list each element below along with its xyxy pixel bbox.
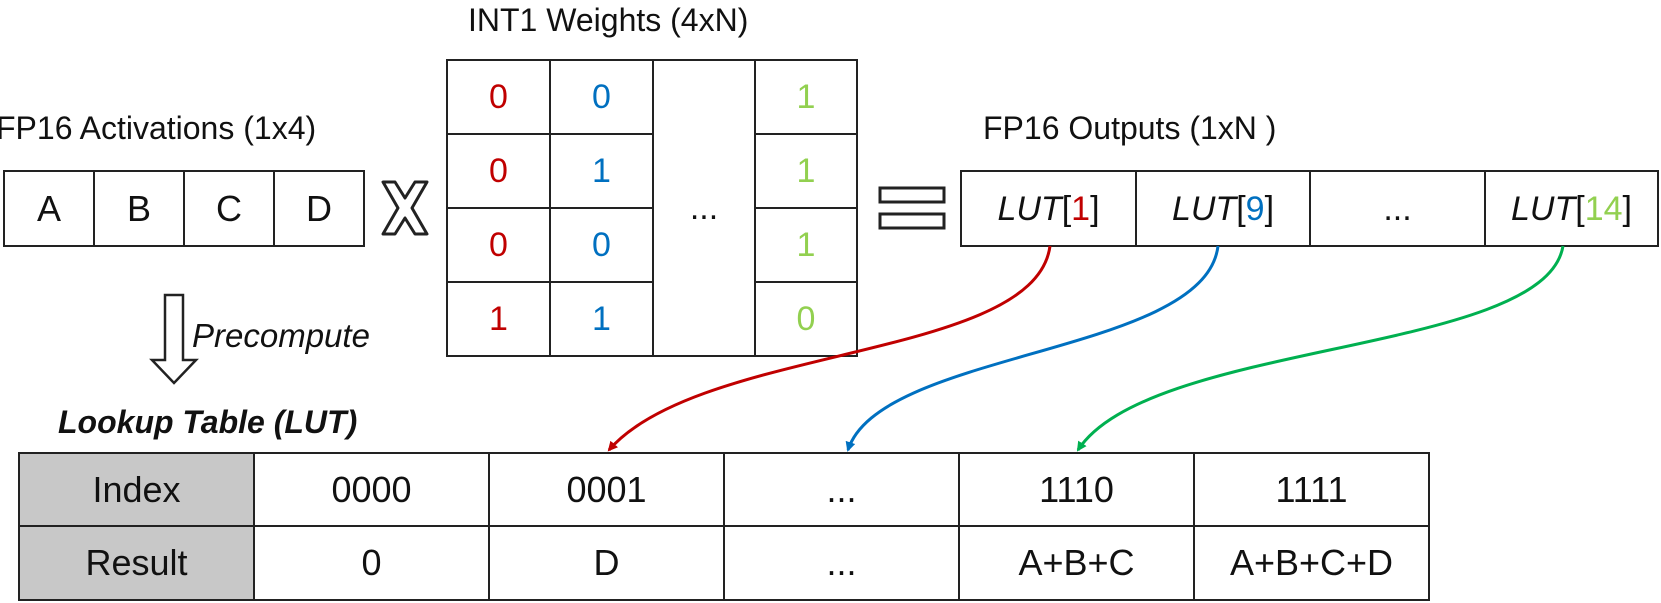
activation-cell: C: [216, 187, 242, 229]
weights-ellipsis: ...: [689, 189, 719, 227]
lut-word: LUT: [1511, 189, 1576, 228]
output-cell-lut-9: LUT[9]: [1171, 189, 1275, 228]
lut-word: LUT: [1171, 189, 1237, 228]
activation-cell: D: [306, 187, 332, 229]
weight-cell: 0: [796, 300, 816, 338]
arrow-lut14-to-1110: [1076, 245, 1565, 452]
weights-title: INT1 Weights (4xN): [468, 2, 749, 38]
weights-grid: [446, 59, 858, 357]
precompute-label: Precompute: [192, 317, 370, 354]
lut-result-cell: D: [593, 542, 620, 583]
lut-result-cell: A+B+C: [1018, 542, 1135, 583]
lut-result-cell: 0: [361, 542, 382, 583]
output-cell-lut-14: LUT[14]: [1511, 189, 1632, 228]
weight-cell: 1: [796, 78, 816, 116]
weight-cell: 1: [796, 152, 816, 190]
arrow-lut9-to-ellipsis: [845, 245, 1220, 452]
lut-index-cell: 1111: [1275, 468, 1348, 510]
lut-word: LUT: [997, 189, 1062, 228]
lut-index-cell: 1110: [1039, 468, 1114, 510]
lut-index-cell: 0000: [331, 468, 412, 510]
output-cell-lut-1: LUT[1]: [997, 189, 1100, 228]
arrow-lut1-to-0001: [607, 245, 1052, 452]
activation-cell: A: [36, 187, 61, 229]
precompute-arrow-icon: [149, 293, 199, 385]
output-ellipsis: ...: [1383, 189, 1412, 228]
outputs-grid: [960, 170, 1659, 247]
weight-cell: 1: [592, 300, 611, 338]
weight-cell: 0: [489, 78, 508, 116]
lut-grid: [18, 452, 1430, 601]
activations-title: FP16 Activations (1x4): [0, 110, 317, 146]
weight-cell: 0: [592, 226, 611, 264]
weight-cell: 0: [489, 152, 508, 190]
lut-table-title: Lookup Table (LUT): [58, 404, 358, 440]
activation-cell: B: [126, 187, 151, 229]
lut-result-cell: A+B+C+D: [1229, 542, 1394, 583]
weight-cell: 0: [592, 78, 611, 116]
lut-index: 9: [1245, 189, 1265, 228]
lut-index-cell: ...: [826, 468, 857, 510]
activations-grid: [3, 170, 365, 247]
lut-row-header: Index: [92, 468, 181, 510]
equals-icon: [878, 186, 946, 230]
multiply-icon: [381, 180, 429, 236]
weight-cell: 1: [592, 152, 611, 190]
lut-row-header: Result: [85, 542, 188, 583]
lut-index: 1: [1071, 189, 1091, 228]
lut-index-cell: 0001: [566, 468, 647, 510]
weight-cell: 1: [489, 300, 508, 338]
lut-index: 14: [1584, 189, 1623, 228]
lut-result-cell: ...: [826, 542, 857, 583]
weight-cell: 0: [489, 226, 508, 264]
outputs-title: FP16 Outputs (1xN ): [983, 110, 1277, 146]
weight-cell: 1: [796, 226, 816, 264]
